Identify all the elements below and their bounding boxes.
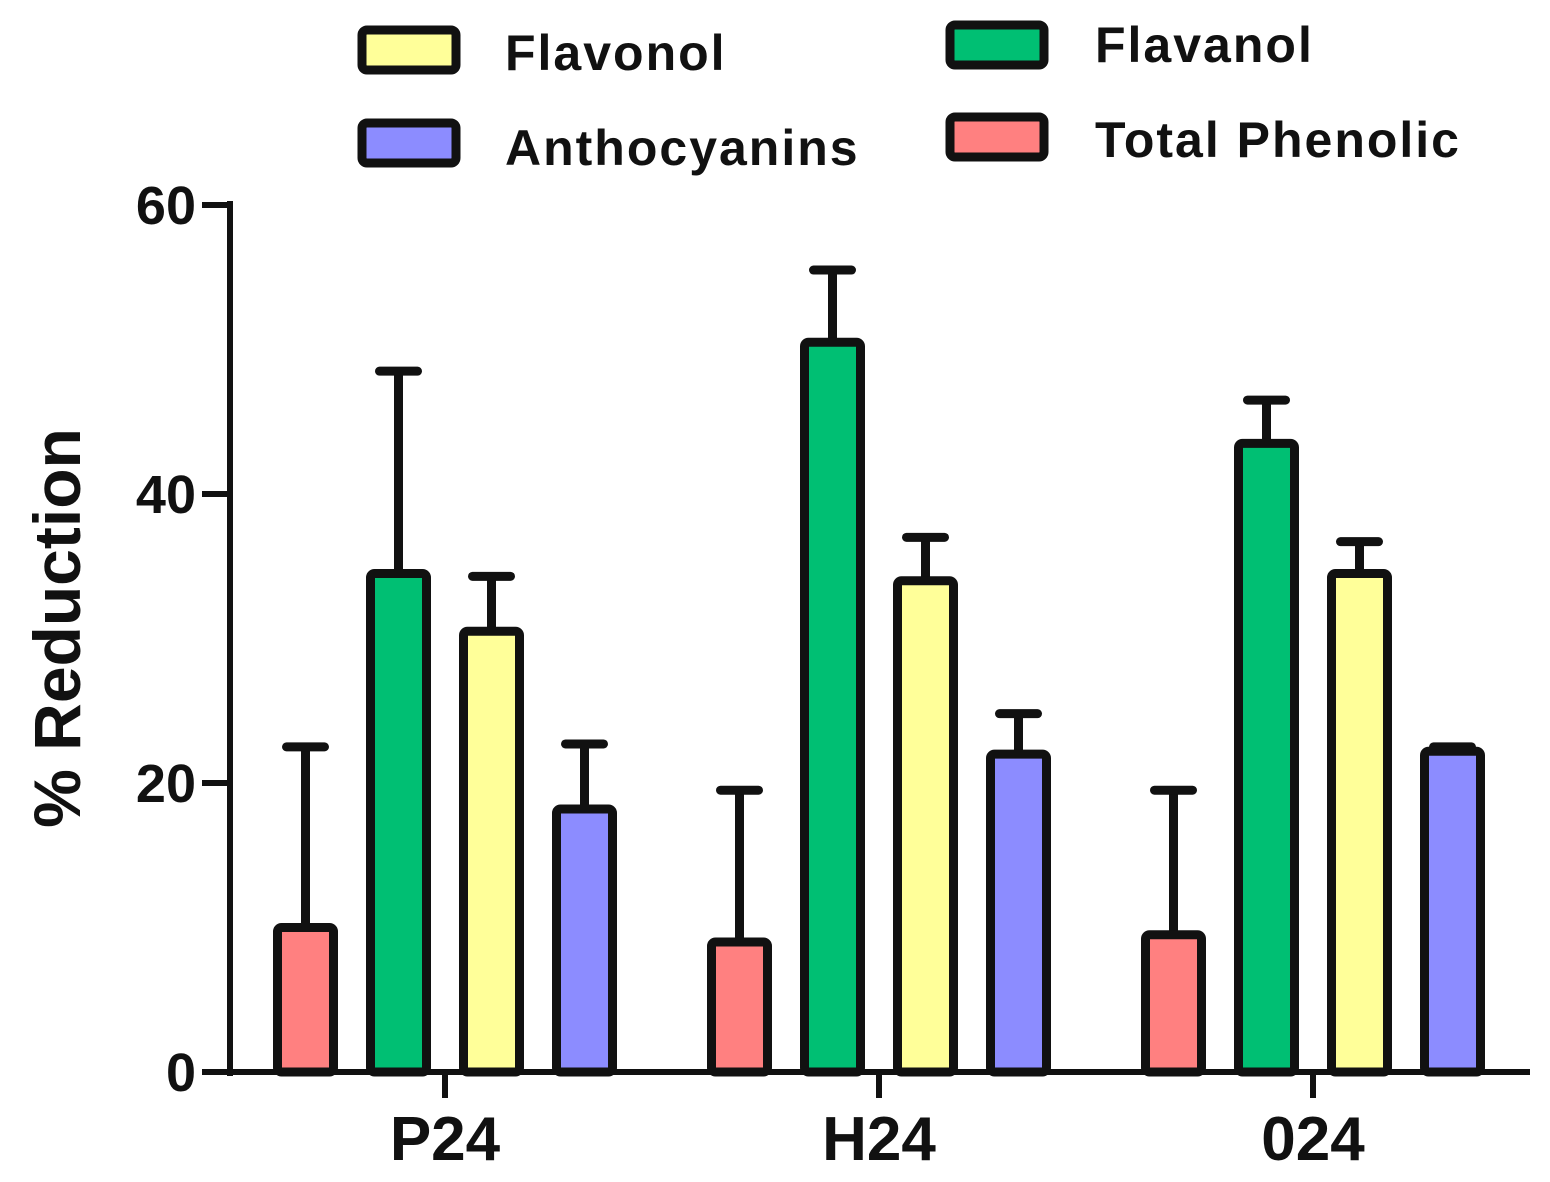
x-tick-label-p24: P24 — [390, 1105, 501, 1174]
bars — [273, 265, 1485, 1077]
legend-label-total-phenolic: Total Phenolic — [1095, 112, 1461, 168]
bar-anthocyanins-p24 — [552, 804, 617, 1077]
y-tick-label-60: 60 — [136, 176, 196, 236]
legend-swatch-anthocyanins — [357, 118, 461, 168]
bar-flavonol-h24 — [893, 576, 958, 1077]
bar-flavanol-p24 — [366, 568, 431, 1077]
bar-total-phenolic-p24 — [273, 923, 338, 1077]
legend: Flavonol Flavanol Anthocyanins Total Phenol… — [357, 17, 1461, 176]
bar-total-phenolic-024 — [1141, 930, 1206, 1077]
legend-label-anthocyanins: Anthocyanins — [505, 120, 860, 176]
y-axis-label: % Reduction — [20, 428, 94, 828]
bar-total-phenolic-h24 — [707, 937, 772, 1077]
bar-anthocyanins-h24 — [986, 749, 1051, 1077]
legend-swatch-flavonol — [357, 25, 461, 75]
y-tick-label-0: 0 — [166, 1043, 196, 1103]
legend-label-flavanol: Flavanol — [1095, 17, 1314, 73]
legend-swatch-flavanol — [945, 20, 1049, 70]
x-tick-label-h24: H24 — [822, 1105, 936, 1174]
axes: 0 20 40 60 P24 H24 024 — [136, 176, 1530, 1174]
bar-flavanol-h24 — [800, 337, 865, 1077]
y-tick-label-40: 40 — [136, 465, 196, 525]
bar-anthocyanins-024 — [1420, 746, 1485, 1077]
bar-flavonol-024 — [1327, 568, 1392, 1077]
legend-label-flavonol: Flavonol — [505, 25, 727, 81]
legend-swatch-total-phenolic — [945, 112, 1049, 162]
y-tick-label-20: 20 — [136, 754, 196, 814]
bar-flavanol-024 — [1234, 438, 1299, 1077]
x-tick-label-024: 024 — [1261, 1105, 1365, 1174]
bar-flavonol-p24 — [459, 626, 524, 1077]
